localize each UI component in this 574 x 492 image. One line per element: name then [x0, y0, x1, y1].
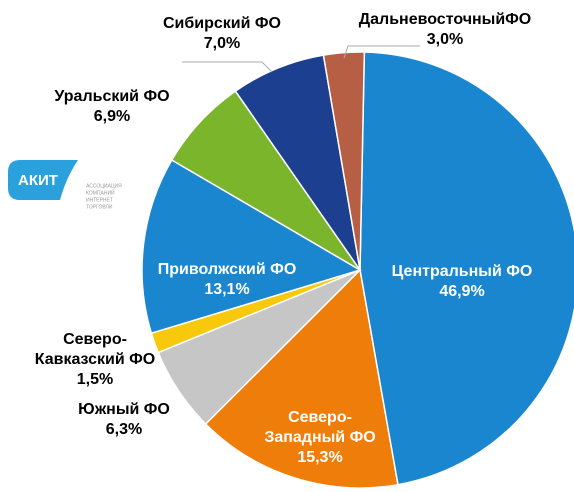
pie-slice: [204, 268, 399, 489]
pie-slice: [322, 51, 366, 271]
slice-label: Центральный ФО: [392, 263, 533, 280]
logo-shape: [8, 160, 78, 200]
slice-label: Сибирский ФО: [163, 15, 281, 32]
value-label: 6,9%: [94, 108, 130, 125]
slice-label: Приволжский ФО: [158, 261, 297, 278]
logo-text: АКИТ: [18, 172, 58, 189]
value-label: 13,1%: [204, 281, 249, 298]
slice-label: Южный ФО: [78, 401, 170, 418]
slice-label: Северо-Западный ФО: [264, 409, 375, 446]
value-label: 3,0%: [427, 31, 463, 48]
logo-caption: ИНТЕРНЕТ: [86, 197, 113, 203]
logo: АКИТ: [8, 160, 78, 200]
slice-label: ДальневосточныйФО: [359, 11, 532, 28]
slice-label: Северо-Кавказский ФО: [35, 331, 155, 368]
logo-caption: АССОЦИАЦИЯ: [86, 183, 122, 189]
value-label: 15,3%: [297, 449, 342, 466]
pie-slice: [141, 158, 362, 335]
leader-line: [182, 61, 273, 73]
value-label: 7,0%: [204, 35, 240, 52]
slice-label: Уральский ФО: [54, 88, 169, 105]
value-label: 1,5%: [77, 371, 113, 388]
logo-caption: ТОРГОВЛИ: [86, 204, 113, 210]
logo-caption: КОМПАНИЙ: [86, 188, 115, 196]
value-label: 6,3%: [106, 421, 142, 438]
leader-line: [343, 45, 420, 59]
pie-slice: [359, 51, 574, 486]
value-label: 46,9%: [439, 283, 484, 300]
